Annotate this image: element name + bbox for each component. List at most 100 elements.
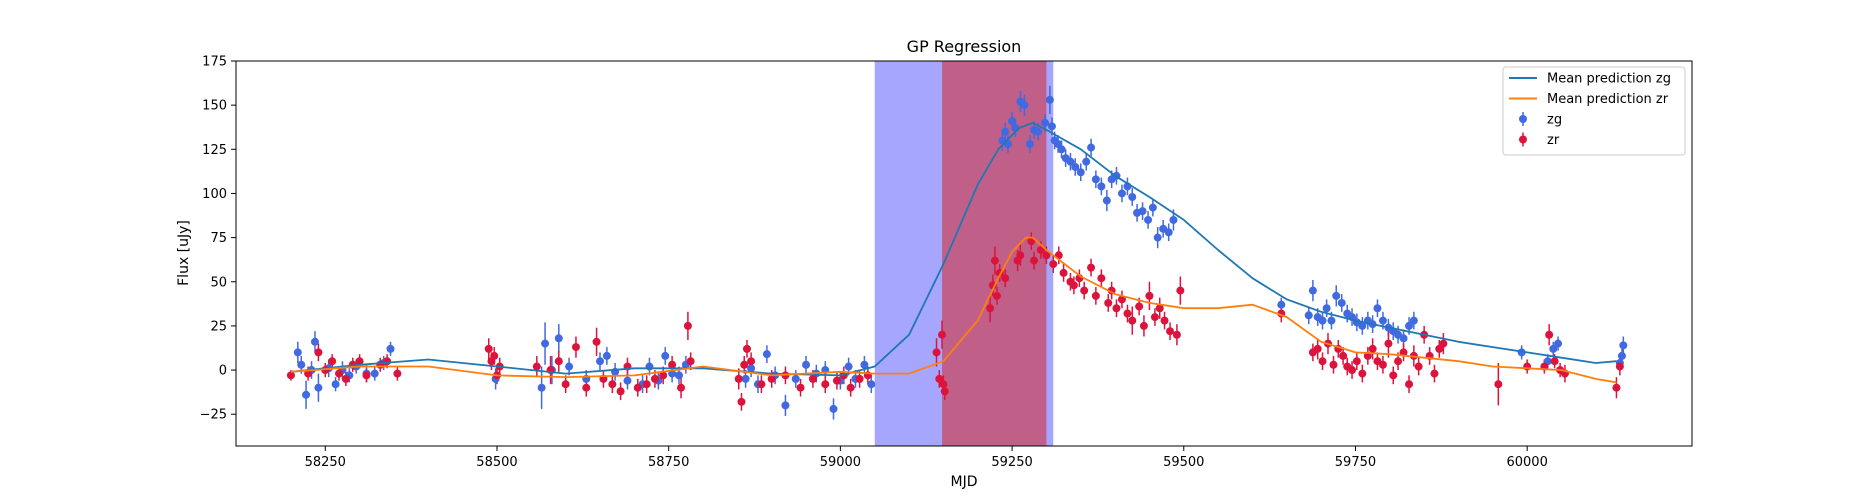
zg-point xyxy=(1617,351,1626,360)
legend-box xyxy=(1502,66,1686,156)
zr-point xyxy=(846,383,855,392)
zg-point xyxy=(602,351,611,360)
zr-point xyxy=(677,383,686,392)
zr-point xyxy=(1172,330,1181,339)
zr-point xyxy=(1135,302,1144,311)
zg-point xyxy=(1071,162,1080,171)
zg-point xyxy=(565,362,574,371)
zr-point xyxy=(1042,251,1051,260)
zr-point xyxy=(1097,274,1106,283)
zg-point xyxy=(1128,192,1137,201)
x-axis-ticks: 58250 58500 58750 59000 59250 59500 59750 60000 xyxy=(305,446,1548,470)
zr-point xyxy=(1612,383,1621,392)
zr-point xyxy=(1160,316,1169,325)
legend-label: Mean prediction zg xyxy=(1547,72,1671,87)
zg-point xyxy=(1332,291,1341,300)
zr-point xyxy=(1087,263,1096,272)
zg-point xyxy=(1097,182,1106,191)
zr-point xyxy=(1313,344,1322,353)
zg-point xyxy=(1318,316,1327,325)
zg-point xyxy=(1034,127,1043,136)
zg-point xyxy=(661,351,670,360)
legend-label: zg xyxy=(1547,113,1562,128)
zr-point xyxy=(1414,362,1423,371)
zr-point xyxy=(376,360,385,369)
zr-point xyxy=(734,374,743,383)
zg-point xyxy=(1322,304,1331,313)
zr-point xyxy=(832,376,841,385)
zg-point xyxy=(1358,321,1367,330)
zr-point xyxy=(1112,304,1121,313)
zg-point xyxy=(302,390,311,399)
zr-point xyxy=(383,357,392,366)
zg-point xyxy=(541,339,550,348)
zg-point xyxy=(331,380,340,389)
zg-point xyxy=(1020,101,1029,110)
zr-point xyxy=(1615,362,1624,371)
zr-point xyxy=(740,360,749,369)
zr-point xyxy=(747,357,756,366)
zr-point xyxy=(1399,348,1408,357)
y-axis-ticks: −25 0 25 50 75 100 125 150 175 xyxy=(200,55,236,423)
zr-point xyxy=(1430,369,1439,378)
zr-point xyxy=(1318,357,1327,366)
zr-point xyxy=(582,383,591,392)
x-tick-label: 58500 xyxy=(476,455,517,470)
y-tick-label: 50 xyxy=(210,275,227,290)
zr-point xyxy=(1001,274,1010,283)
zr-point xyxy=(1329,360,1338,369)
zg-point xyxy=(1327,316,1336,325)
zr-point xyxy=(668,360,677,369)
zr-point xyxy=(821,380,830,389)
zg-point xyxy=(1138,207,1147,216)
zg-point xyxy=(310,337,319,346)
zr-point xyxy=(1339,351,1348,360)
zg-point xyxy=(386,344,395,353)
zr-point xyxy=(571,343,580,352)
zr-point xyxy=(855,374,864,383)
zr-point xyxy=(767,374,776,383)
zg-point xyxy=(791,374,800,383)
zg-point xyxy=(1373,304,1382,313)
zr-point xyxy=(1394,357,1403,366)
x-tick-label: 59750 xyxy=(1335,455,1376,470)
zg-point xyxy=(1308,286,1317,295)
zg-point xyxy=(623,376,632,385)
zr-point xyxy=(1389,371,1398,380)
line-mean-prediction-zr xyxy=(290,236,1617,384)
zr-point xyxy=(1104,298,1113,307)
zg-point xyxy=(1148,203,1157,212)
x-tick-label: 60000 xyxy=(1506,455,1547,470)
zr-point xyxy=(742,344,751,353)
zr-point xyxy=(341,374,350,383)
x-tick-label: 58750 xyxy=(648,455,689,470)
y-tick-label: 0 xyxy=(219,364,227,379)
zr-point xyxy=(1139,321,1148,330)
zg-point xyxy=(596,357,604,366)
zg-point xyxy=(747,364,756,373)
zg-point xyxy=(1057,145,1066,154)
zr-point xyxy=(633,383,642,392)
plot-frame xyxy=(235,60,1693,447)
zr-point xyxy=(484,344,493,353)
zr-point xyxy=(990,256,999,265)
zg-point xyxy=(1091,175,1100,184)
chart-title: GP Regression xyxy=(907,37,1022,56)
zr-point xyxy=(757,380,766,389)
zg-point xyxy=(1117,189,1126,198)
zr-point xyxy=(796,383,805,392)
zr-point xyxy=(592,337,601,346)
legend-label: Mean prediction zr xyxy=(1547,92,1669,107)
zr-point xyxy=(1378,360,1387,369)
zg-point xyxy=(1153,233,1162,242)
zg-point xyxy=(1337,298,1346,307)
zg-point xyxy=(1619,341,1628,350)
zr-point xyxy=(938,330,947,339)
zr-point xyxy=(1117,295,1126,304)
x-axis-label: MJD xyxy=(951,474,978,490)
zr-point xyxy=(362,371,371,380)
zr-point xyxy=(1348,366,1357,375)
zr-point xyxy=(737,397,746,406)
zg-point xyxy=(1087,143,1096,152)
